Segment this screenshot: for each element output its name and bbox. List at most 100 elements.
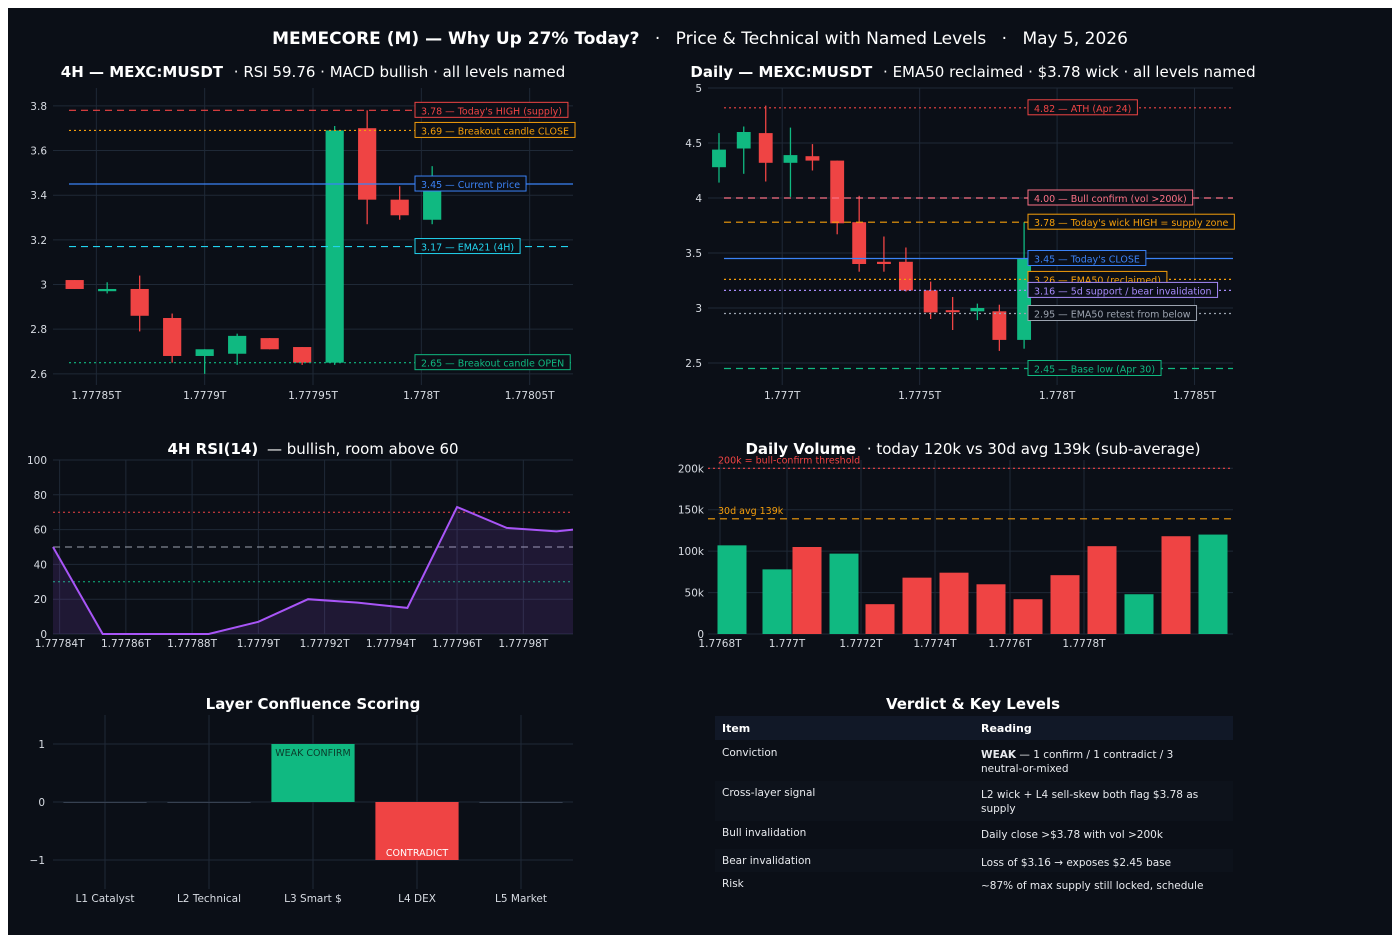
h4-candle-body [195,349,214,356]
chart-layer-scoring: L1 Catalyst L2 Technical L3 Smart $ L4 DEX L… [30,715,573,905]
layers-bar [479,802,563,803]
h4-ytick-label: 3.4 [30,190,47,202]
chart-daily-candles: 1.777T 1.7775T 1.778T 1.7785T 2.5 3 3.5 4 4.5 5 4.… [685,83,1235,402]
verdict-row-reading: ~87% of max supply still locked, schedul… [981,880,1203,892]
rsi-series-line [52,505,574,635]
verdict-header-reading: Reading [981,722,1032,735]
rsi-xtick-label: 1.77798T [498,638,548,650]
panel-4h-title: 4H — MEXC:MUSDT · RSI 59.76 · MACD bulli… [61,63,565,81]
panel-4h-title-rest: · RSI 59.76 · MACD bullish · all levels … [234,63,565,81]
page-title-main: MEMECORE (M) — Why Up 27% Today? [272,29,639,49]
h4-level-label: 3.69 — Breakout candle CLOSE [421,126,569,137]
verdict-row-reading: Loss of $3.16 → exposes $2.45 base [981,857,1171,869]
vol-bar [762,569,792,634]
layers-category-label: L4 DEX [398,893,436,905]
vol-ytick-label: 200k [678,463,705,475]
rsi-xtick-label: 1.77784T [35,638,85,650]
panel-4h-price: 4H — MEXC:MUSDT · RSI 59.76 · MACD bulli… [30,63,576,402]
vol-bar [1013,599,1043,634]
layers-bar [375,802,459,860]
verdict-row-reading-text: L2 wick + L4 sell-skew both flag $3.78 a… [981,789,1198,801]
h4-level-label-box [414,121,576,138]
panel-volume-title: Daily Volume · today 120k vs 30d avg 139… [745,440,1200,458]
d1-xtick-label: 1.7775T [898,390,942,402]
panel-rsi-title: 4H RSI(14) — bullish, room above 60 [167,440,458,458]
verdict-row-reading: WEAK — 1 confirm / 1 contradict / 3 [981,749,1173,761]
d1-candle-body [712,149,726,168]
vol-bar [939,572,969,634]
d1-ytick-label: 3.5 [685,248,702,260]
vol-xtick-label: 1.7778T [1062,638,1106,650]
h4-level-label-box [414,238,521,255]
d1-level-label: 4.82 — ATH (Apr 24) [1034,104,1131,115]
panel-4h-title-bold: 4H — MEXC:MUSDT [61,63,224,81]
verdict-row-reading: Daily close >$3.78 with vol >200k [981,829,1164,841]
h4-xtick-label: 1.77795T [288,390,338,402]
vol-bar [1087,546,1117,634]
verdict-row-item: Bear invalidation [722,855,811,867]
panel-rsi: 4H RSI(14) — bullish, room above 60 1.77… [27,440,574,650]
panel-daily-title-bold: Daily — MEXC:MUSDT [690,63,873,81]
verdict-row-reading-text: neutral-or-mixed [981,763,1069,775]
dashboard-svg: MEMECORE (M) — Why Up 27% Today? · Price… [27,29,1256,905]
layers-bar [167,802,251,803]
d1-ytick-label: 4 [695,193,702,205]
vol-ytick-label: 100k [678,546,705,558]
rsi-xtick-label: 1.77796T [432,638,482,650]
d1-level-label-box [1027,99,1138,116]
h4-candle-body [163,318,182,356]
layers-category-label: L1 Catalyst [76,893,135,905]
verdict-title: Verdict & Key Levels [886,695,1060,713]
rsi-ytick-label: 40 [34,559,47,571]
d1-level-label: 4.00 — Bull confirm (vol >200k) [1034,194,1187,205]
rsi-xtick-label: 1.77794T [366,638,416,650]
rsi-ytick-label: 20 [34,594,47,606]
dashboard-canvas: MEMECORE (M) — Why Up 27% Today? · Price… [8,8,1392,935]
vol-bar [865,604,895,634]
layers-bar [271,744,355,802]
d1-level-label-box [1027,281,1219,298]
h4-xtick-label: 1.778T [403,390,440,402]
rsi-area-fill [53,506,573,634]
panel-rsi-title-rest: — bullish, room above 60 [267,440,459,458]
d1-ytick-label: 4.5 [685,138,702,150]
rsi-ytick-label: 60 [34,525,47,537]
rsi-xtick-label: 1.7779T [237,638,281,650]
verdict-row [715,821,1233,849]
d1-level-label: 3.45 — Today's CLOSE [1034,255,1140,266]
verdict-row-reading: neutral-or-mixed [981,763,1069,775]
vol-bar [717,545,747,634]
d1-level-label: 3.16 — 5d support / bear invalidation [1034,286,1212,297]
d1-candle-body [783,155,798,163]
h4-xtick-label: 1.7779T [183,390,227,402]
layers-category-label: L5 Market [495,893,547,905]
verdict-row [715,872,1233,890]
d1-xtick-label: 1.777T [764,390,801,402]
verdict-row-reading-text: Daily close >$3.78 with vol >200k [981,829,1164,841]
rsi-xtick-label: 1.77792T [300,638,350,650]
d1-level-label-box [1027,305,1198,321]
chart-4h-candles: 1.77785T 1.7779T 1.77795T 1.778T 1.77805T 2.6… [30,88,576,402]
vol-xtick-label: 1.7776T [988,638,1032,650]
panel-daily-price: Daily — MEXC:MUSDT · EMA50 reclaimed · $… [685,63,1255,402]
d1-candle-body [1017,258,1032,340]
h4-candle-body [390,199,409,216]
panel-verdict: Verdict & Key Levels Item Reading Convicti… [715,695,1233,892]
verdict-row-reading: L2 wick + L4 sell-skew both flag $3.78 a… [981,789,1198,801]
verdict-row-reading: supply [981,803,1016,815]
h4-level-label: 3.45 — Current price [421,180,520,191]
h4-candle-body [358,128,377,200]
panel-volume-title-bold: Daily Volume [745,440,856,458]
panel-volume: Daily Volume · today 120k vs 30d avg 139… [678,440,1233,650]
h4-level-label: 2.65 — Breakout candle OPEN [421,359,564,370]
d1-candle-body [945,310,960,313]
d1-level-label: 2.95 — EMA50 retest from below [1034,310,1191,321]
vol-xtick-label: 1.7772T [839,638,883,650]
d1-candle-body [852,222,867,264]
vol-bar [902,577,932,634]
h4-ytick-label: 2.6 [30,369,47,381]
vol-bar [792,547,822,634]
d1-level-label-box [1027,360,1162,376]
h4-candle-body [293,347,312,363]
rsi-xtick-label: 1.77786T [101,638,151,650]
